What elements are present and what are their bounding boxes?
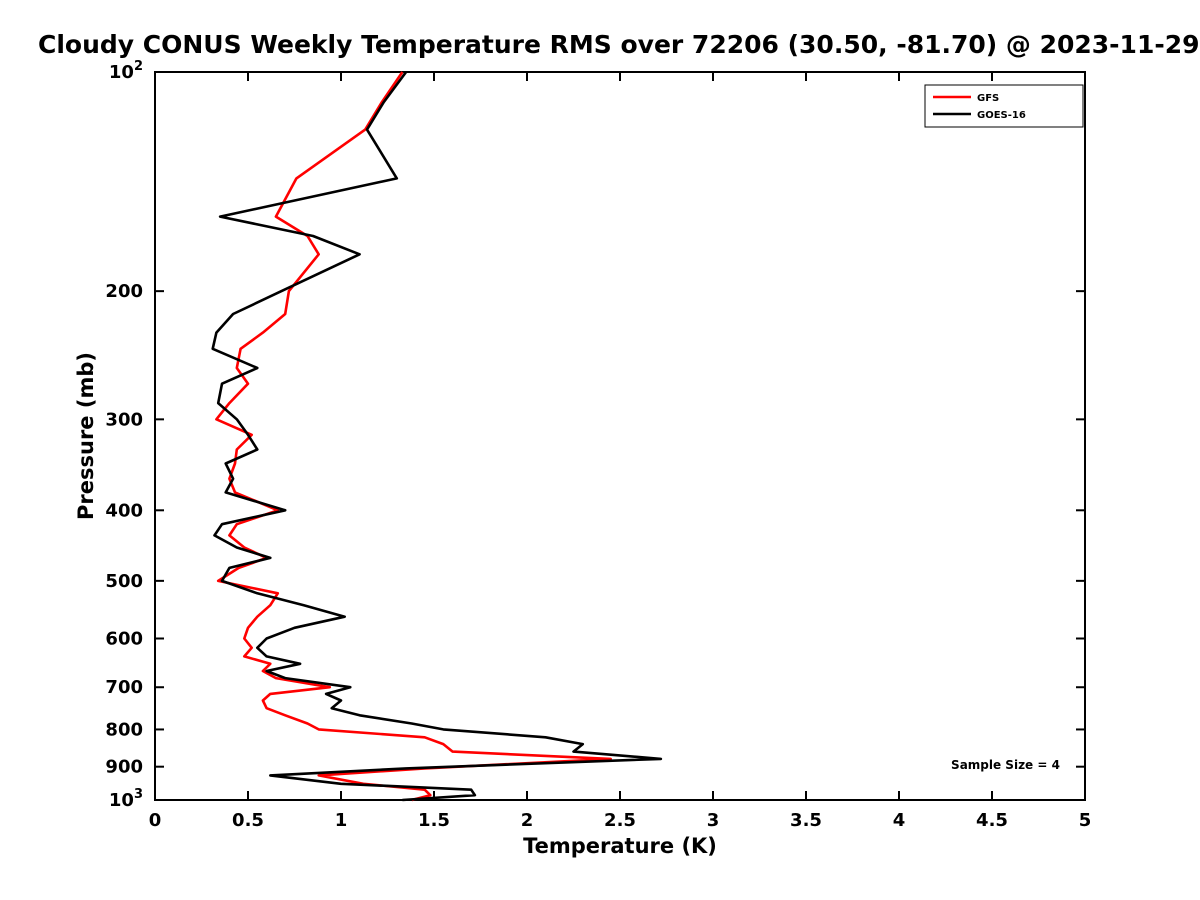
y-tick-label: 700 — [105, 677, 143, 698]
x-tick-label: 2.5 — [604, 810, 636, 831]
y-tick-label: 400 — [105, 500, 143, 521]
x-tick-label: 3.5 — [790, 810, 822, 831]
gfs-line — [215, 71, 613, 802]
y-tick-label: 500 — [105, 571, 143, 592]
y-tick-label: 102 — [109, 59, 143, 83]
x-tick-label: 4 — [893, 810, 906, 831]
x-axis-label: Temperature (K) — [523, 834, 717, 858]
y-tick-label: 600 — [105, 628, 143, 649]
legend-label-goes-16: GOES-16 — [977, 110, 1026, 121]
chart-title: Cloudy CONUS Weekly Temperature RMS over… — [38, 30, 1200, 59]
sample-size-annotation: Sample Size = 4 — [951, 758, 1060, 772]
x-tick-label: 5 — [1079, 810, 1092, 831]
y-tick-label: 800 — [105, 719, 143, 740]
x-tick-label: 1 — [335, 810, 348, 831]
y-tick-label: 900 — [105, 757, 143, 778]
x-tick-label: 1.5 — [418, 810, 450, 831]
legend-label-gfs: GFS — [977, 93, 999, 104]
goes-16-line — [211, 71, 663, 802]
y-axis-label: Pressure (mb) — [74, 352, 98, 520]
legend-box — [924, 84, 1084, 128]
legend: GFS GOES-16 — [924, 84, 1084, 128]
y-tick-label: 300 — [105, 409, 143, 430]
x-tick-label: 0.5 — [232, 810, 264, 831]
x-tick-label: 2 — [521, 810, 534, 831]
y-tick-label: 200 — [105, 281, 143, 302]
x-tick-label: 0 — [149, 810, 162, 831]
x-tick-label: 3 — [707, 810, 720, 831]
x-tick-label: 4.5 — [976, 810, 1008, 831]
y-tick-label: 103 — [109, 787, 143, 811]
